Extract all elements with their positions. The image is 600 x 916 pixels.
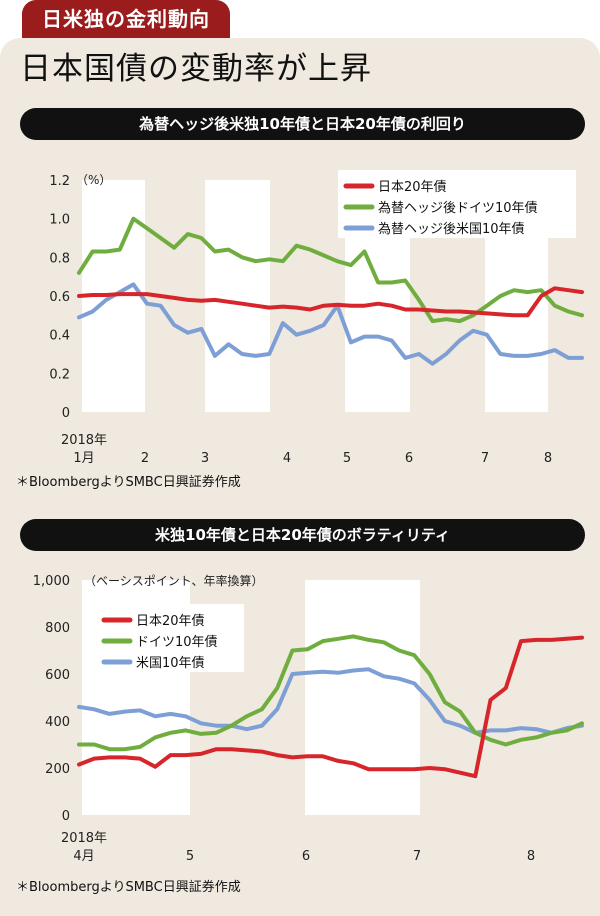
x-tick-label: 7 [413, 849, 421, 864]
legend-box [338, 170, 576, 238]
y-tick-label: 0.2 [49, 367, 70, 382]
volatility-chart: 1,000 800 600 400 200 0 （ベーシスポイント、年率換算） 4月 5 6 7 8 2… [33, 573, 584, 864]
x-tick-label: 1月 [73, 451, 94, 466]
y-tick-label: 0.6 [49, 290, 70, 305]
x-tick-label: 4月 [73, 849, 94, 864]
x-tick-label: 8 [527, 849, 535, 864]
chart1-source: ＊BloombergよりSMBC日興証券作成 [16, 475, 241, 490]
series-line-0 [77, 635, 584, 779]
x-tick-label: 8 [544, 451, 552, 466]
series-line-2 [77, 282, 584, 366]
series-line-1 [77, 216, 584, 324]
y-tick-label: 0.4 [49, 329, 70, 344]
x-tick-label: 5 [186, 849, 194, 864]
x-tick-label: 7 [481, 451, 489, 466]
x-year-label: 2018年 [61, 831, 107, 846]
y-tick-label: 0 [62, 809, 70, 824]
chart1-title: 為替ヘッジ後米独10年債と日本20年債の利回り [20, 108, 585, 140]
x-tick-label: 4 [283, 451, 291, 466]
legend-label-2: 米国10年債 [136, 656, 205, 671]
y-tick-label: 0.8 [49, 251, 70, 266]
yield-chart: 1.2 1.0 0.8 0.6 0.4 0.2 0 （%） 1月 2 3 4 5 6 7 8 2018年 日本20… [49, 170, 584, 466]
y-tick-label: 600 [45, 668, 70, 683]
series-line-1 [77, 634, 584, 752]
plot-band [305, 580, 420, 815]
y-tick-label: 400 [45, 715, 70, 730]
series-line-0 [77, 286, 584, 318]
plot-band [205, 180, 270, 412]
y-tick-label: 0 [62, 406, 70, 421]
x-tick-label: 6 [405, 451, 413, 466]
series-line-2 [77, 667, 584, 735]
category-tag: 日米独の金利動向 [22, 0, 230, 38]
x-tick-label: 5 [343, 451, 351, 466]
legend-label-1: ドイツ10年債 [136, 635, 218, 650]
x-tick-label: 3 [201, 451, 209, 466]
x-year-label: 2018年 [61, 433, 107, 448]
legend-label-0: 日本20年債 [378, 180, 447, 195]
legend-label-2: 為替ヘッジ後米国10年債 [378, 221, 525, 237]
y-tick-label: 1.0 [49, 213, 70, 228]
y-tick-label: 1.2 [49, 174, 70, 189]
headline: 日本国債の変動率が上昇 [20, 51, 372, 87]
legend-label-1: 為替ヘッジ後ドイツ10年債 [378, 200, 538, 216]
x-tick-label: 6 [302, 849, 310, 864]
chart2-source: ＊BloombergよりSMBC日興証券作成 [16, 880, 241, 895]
legend-label-0: 日本20年債 [136, 614, 205, 629]
chart2-title: 米独10年債と日本20年債のボラティリティ [20, 519, 585, 551]
y-tick-label: 200 [45, 762, 70, 777]
x-tick-label: 2 [141, 451, 149, 466]
y-unit-label: （%） [76, 173, 111, 187]
y-tick-label: 1,000 [33, 574, 70, 589]
y-tick-label: 800 [45, 621, 70, 636]
y-unit-label: （ベーシスポイント、年率換算） [84, 573, 264, 588]
